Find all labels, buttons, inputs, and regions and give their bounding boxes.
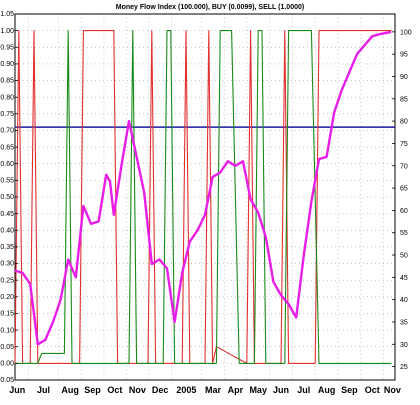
right-tick-label: 45 bbox=[400, 275, 408, 282]
left-tick-label: 0.20 bbox=[0, 294, 14, 301]
left-tick-label: 0.80 bbox=[0, 94, 14, 101]
x-tick-label: Jul bbox=[297, 385, 310, 395]
grid bbox=[15, 13, 395, 381]
right-tick-label: 35 bbox=[400, 319, 408, 326]
right-tick-label: 30 bbox=[400, 342, 408, 349]
left-tick-label: 1.00 bbox=[0, 28, 14, 35]
right-tick-label: 85 bbox=[400, 96, 408, 103]
left-tick-label: 1.05 bbox=[0, 11, 14, 18]
x-axis: Jun Jul Aug Sep Oct Nov Dec 2005 Mar Apr May Jun Jul… bbox=[9, 385, 401, 395]
right-tick-label: 60 bbox=[400, 208, 408, 215]
left-tick-label: 0.15 bbox=[0, 311, 14, 318]
right-axis: 100 95 90 85 80 75 70 65 60 55 50 45 40 35 30 25 bbox=[392, 29, 412, 371]
x-tick-label: Sep bbox=[84, 385, 101, 395]
right-tick-label: 40 bbox=[400, 297, 408, 304]
x-tick-label: 2005 bbox=[176, 385, 196, 395]
left-tick-label: 0.30 bbox=[0, 261, 14, 268]
x-tick-label: Nov bbox=[129, 385, 146, 395]
x-tick-label: Dec bbox=[152, 385, 169, 395]
x-tick-label: Oct bbox=[365, 385, 380, 395]
left-tick-label: 0.85 bbox=[0, 78, 14, 85]
left-tick-label: 0.70 bbox=[0, 128, 14, 135]
left-tick-label: 0.95 bbox=[0, 44, 14, 51]
left-tick-label: 0.65 bbox=[0, 144, 14, 151]
x-tick-label: Jun bbox=[9, 385, 25, 395]
left-tick-label: 0.10 bbox=[0, 327, 14, 334]
left-tick-label: 0.45 bbox=[0, 211, 14, 218]
left-tick-label: 0.40 bbox=[0, 227, 14, 234]
x-tick-label: Nov bbox=[384, 385, 401, 395]
right-tick-label: 65 bbox=[400, 186, 408, 193]
buy-signal-line bbox=[15, 30, 392, 364]
series-layer bbox=[14, 30, 392, 364]
right-tick-label: 90 bbox=[400, 74, 408, 81]
x-tick-label: Jul bbox=[37, 385, 50, 395]
x-tick-label: Sep bbox=[341, 385, 358, 395]
right-tick-label: 100 bbox=[400, 29, 412, 36]
right-tick-label: 50 bbox=[400, 253, 408, 260]
chart-title: Money Flow Index (100.000), BUY (0.0099)… bbox=[116, 4, 304, 11]
right-tick-label: 75 bbox=[400, 141, 408, 148]
left-tick-label: 0.05 bbox=[0, 344, 14, 351]
left-tick-label: 0.00 bbox=[0, 361, 14, 368]
left-tick-label: 0.25 bbox=[0, 277, 14, 284]
left-tick-label: 0.35 bbox=[0, 244, 14, 251]
x-tick-label: May bbox=[249, 385, 267, 395]
right-tick-label: 95 bbox=[400, 52, 408, 59]
left-tick-label: -0.05 bbox=[0, 377, 14, 384]
left-tick-label: 0.90 bbox=[0, 61, 14, 68]
left-tick-label: 0.50 bbox=[0, 194, 14, 201]
left-tick-label: 0.75 bbox=[0, 111, 14, 118]
money-flow-index-line bbox=[14, 30, 392, 346]
right-tick-label: 70 bbox=[400, 163, 408, 170]
x-tick-label: Aug bbox=[318, 385, 336, 395]
right-tick-label: 80 bbox=[400, 119, 408, 126]
left-tick-label: 0.55 bbox=[0, 178, 14, 185]
x-tick-label: Mar bbox=[205, 385, 222, 395]
x-tick-label: Apr bbox=[228, 385, 244, 395]
right-tick-label: 25 bbox=[400, 364, 408, 371]
x-tick-label: Aug bbox=[61, 385, 79, 395]
x-tick-label: Oct bbox=[107, 385, 122, 395]
left-tick-label: 0.60 bbox=[0, 161, 14, 168]
x-tick-label: Jun bbox=[273, 385, 289, 395]
right-tick-label: 55 bbox=[400, 230, 408, 237]
left-axis: 1.05 1.00 0.95 0.90 0.85 0.80 0.75 0.70 0.65 0.60… bbox=[0, 11, 18, 384]
